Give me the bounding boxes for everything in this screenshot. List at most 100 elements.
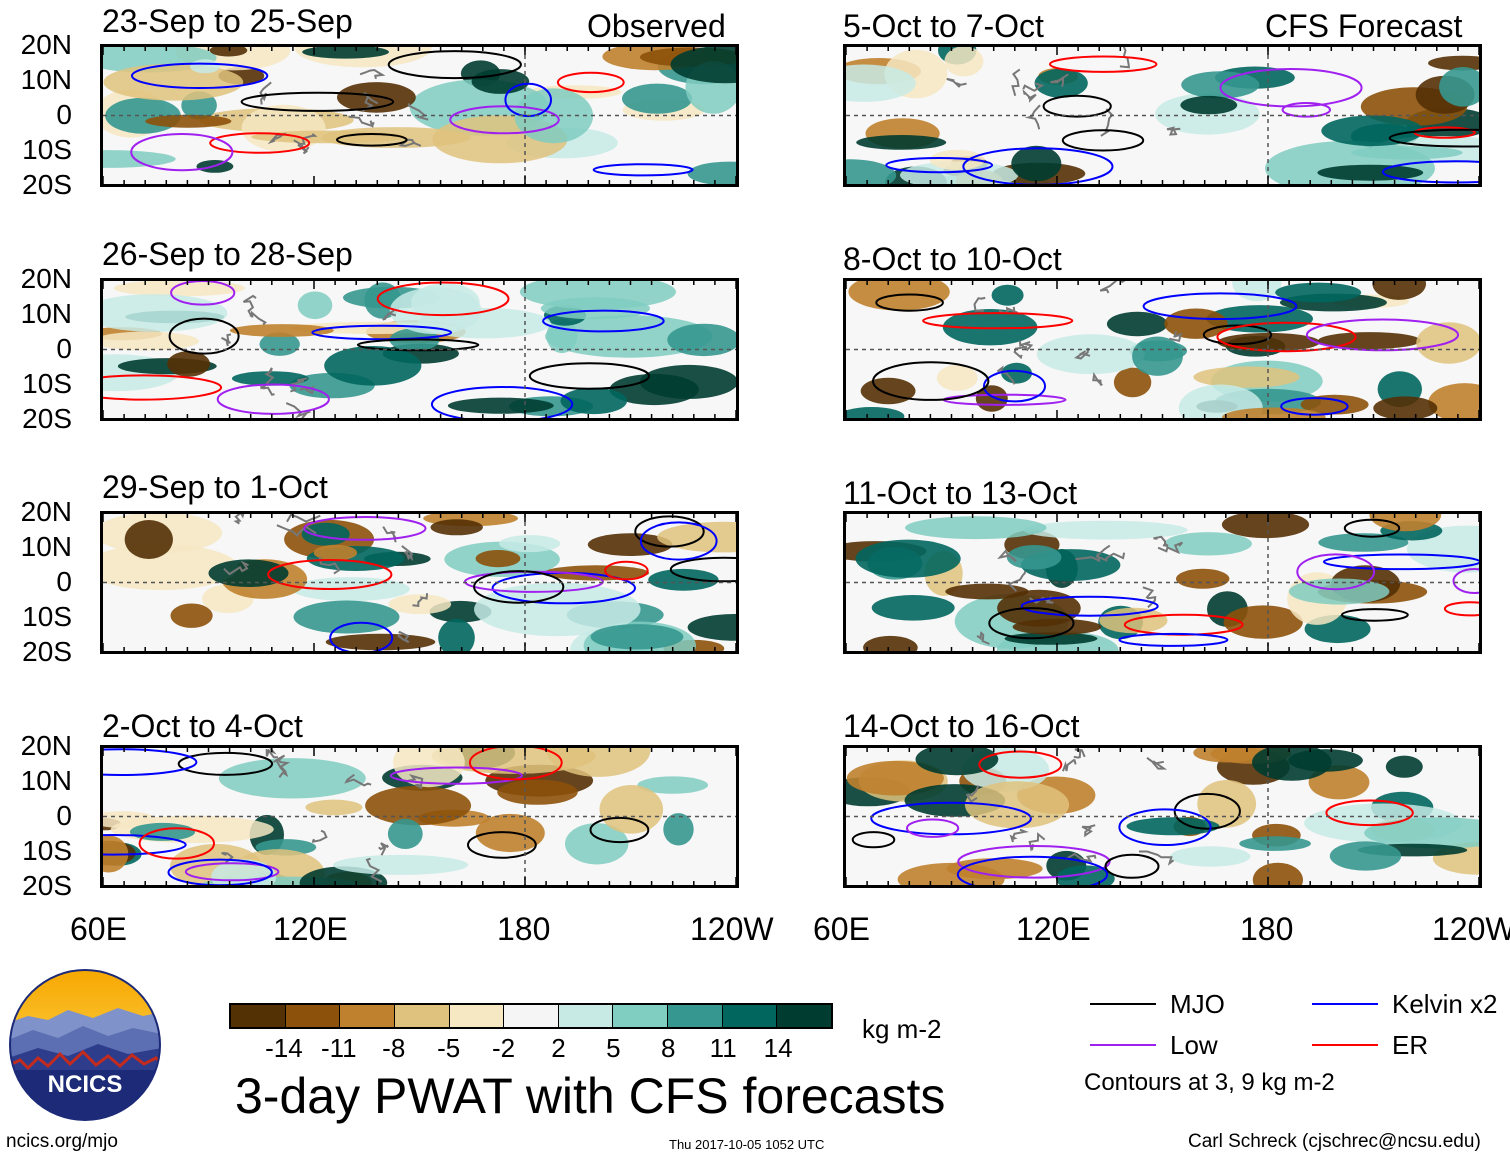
legend-line-kelvin (1312, 1003, 1378, 1005)
wave-contour (170, 281, 236, 306)
lat-label-20s: 20S (22, 870, 72, 901)
footer-timestamp: Thu 2017-10-05 1052 UTC (669, 1137, 825, 1152)
colorbar-swatch (340, 1005, 395, 1027)
pwat-anomaly-shading (297, 291, 333, 320)
pwat-anomaly-shading (1164, 308, 1228, 339)
pwat-anomaly-shading (1288, 578, 1390, 605)
wave-contour (988, 607, 1075, 640)
pwat-anomaly-shading (1164, 532, 1252, 556)
legend-label-kelvin: Kelvin x2 (1392, 989, 1498, 1019)
wave-contour (528, 362, 650, 390)
wave-contour (103, 748, 198, 776)
wave-contour (922, 312, 1074, 330)
wave-contour (267, 559, 393, 590)
pwat-anomaly-shading (301, 522, 350, 546)
pwat-anomaly-shading (417, 308, 551, 339)
panel-title-fc-4: 14-Oct to 16-Oct (843, 708, 1080, 744)
pwat-anomaly-shading (208, 559, 289, 587)
wave-contour (1343, 518, 1401, 538)
pwat-anomaly-shading (1428, 383, 1479, 418)
wave-contour (957, 845, 1111, 879)
pwat-anomaly-shading (915, 748, 999, 776)
pwat-anomaly-shading (145, 114, 232, 128)
pwat-anomaly-shading (475, 550, 521, 568)
pwat-anomaly-shading (846, 760, 944, 796)
wave-contour (592, 163, 694, 177)
lat-label-0: 0 (56, 566, 72, 597)
wave-contour (1325, 799, 1414, 827)
pwat-anomaly-shading (1372, 281, 1426, 300)
pwat-anomaly-shading (1439, 67, 1479, 107)
colorbar-tick-label: -2 (491, 1033, 516, 1063)
lat-label-10n: 10N (20, 298, 72, 329)
lat-label-20n: 20N (20, 29, 72, 60)
pwat-anomaly-shading (1004, 632, 1098, 645)
lat-label-10n: 10N (20, 765, 72, 796)
wave-contour (130, 62, 269, 89)
pwat-anomaly-shading (663, 813, 694, 846)
pwat-anomaly-shading (1170, 846, 1251, 867)
pwat-anomaly-shading (170, 603, 213, 628)
pwat-anomaly-shading (1011, 145, 1062, 182)
pwat-anomaly-shading (1221, 514, 1310, 539)
pwat-anomaly-shading (1006, 545, 1062, 570)
colorbar-swatch (231, 1005, 286, 1027)
pwat-anomaly-shading (113, 281, 245, 297)
pwat-anomaly-shading (846, 64, 916, 102)
panel-title-obs-3: 29-Sep to 1-Oct (102, 469, 328, 505)
lon-label-60e: 60E (813, 911, 870, 947)
pwat-anomaly-shading (124, 520, 173, 559)
wave-contour (138, 827, 216, 860)
pwat-anomaly-shading (471, 69, 530, 94)
wave-contour (467, 831, 537, 859)
panel-title-fc-3: 11-Oct to 13-Oct (843, 475, 1078, 511)
lat-label-20n: 20N (20, 496, 72, 527)
pwat-anomaly-shading (1180, 95, 1238, 115)
pwat-anomaly-shading (622, 83, 693, 114)
legend-label-er: ER (1392, 1030, 1429, 1060)
lon-label-120e: 120E (273, 911, 348, 947)
forecast-column-title: CFS Forecast (1265, 8, 1463, 44)
wave-contour (329, 621, 394, 651)
pwat-anomaly-shading (687, 614, 736, 641)
pwat-anomaly-shading (1288, 749, 1363, 772)
main-title: 3-day PWAT with CFS forecasts (235, 1068, 946, 1124)
pwat-anomaly-shading (546, 748, 651, 777)
wave-contour (1322, 553, 1479, 571)
wave-contour (387, 50, 522, 80)
colorbar-tick-label: 8 (661, 1033, 676, 1063)
colorbar-swatch (394, 1005, 450, 1027)
pwat-anomaly-shading (474, 582, 641, 637)
lat-label-10n: 10N (20, 64, 72, 95)
lat-label-10s: 10S (22, 368, 72, 399)
wave-contour (389, 766, 523, 785)
colorbar-swatch (558, 1005, 614, 1027)
pwat-anomaly-shading (846, 159, 897, 184)
wave-contour (1216, 321, 1357, 353)
pwat-anomaly-shading (945, 583, 1029, 600)
pwat-anomaly-shading (846, 407, 905, 418)
colorbar-tick-label: -8 (382, 1033, 406, 1063)
wave-contour (1219, 68, 1363, 108)
pwat-anomaly-shading (302, 47, 389, 59)
wave-contour (1281, 102, 1331, 118)
lon-label-180: 180 (497, 911, 551, 947)
pwat-anomaly-shading (1373, 396, 1438, 418)
wave-contour (634, 515, 705, 548)
pwat-anomaly-shading (103, 811, 156, 828)
wave-contour (962, 147, 1114, 184)
pwat-anomaly-shading (1317, 164, 1424, 181)
pwat-anomaly-shading (1385, 755, 1423, 778)
wave-contour (311, 324, 453, 341)
wave-contour (473, 570, 565, 604)
pwat-anomaly-shading (1369, 514, 1442, 532)
lat-label-10n: 10N (20, 531, 72, 562)
lon-label-120e: 120E (1016, 911, 1091, 947)
ncics-logo: NCICS (8, 968, 162, 1127)
pwat-anomaly-shading (1318, 533, 1409, 552)
map-panel-obs-1 (100, 44, 739, 187)
pwat-anomaly-shading (1329, 841, 1402, 871)
pwat-anomaly-shading (964, 781, 1070, 829)
pwat-anomaly-shading (860, 377, 916, 405)
wave-contour (468, 748, 563, 781)
